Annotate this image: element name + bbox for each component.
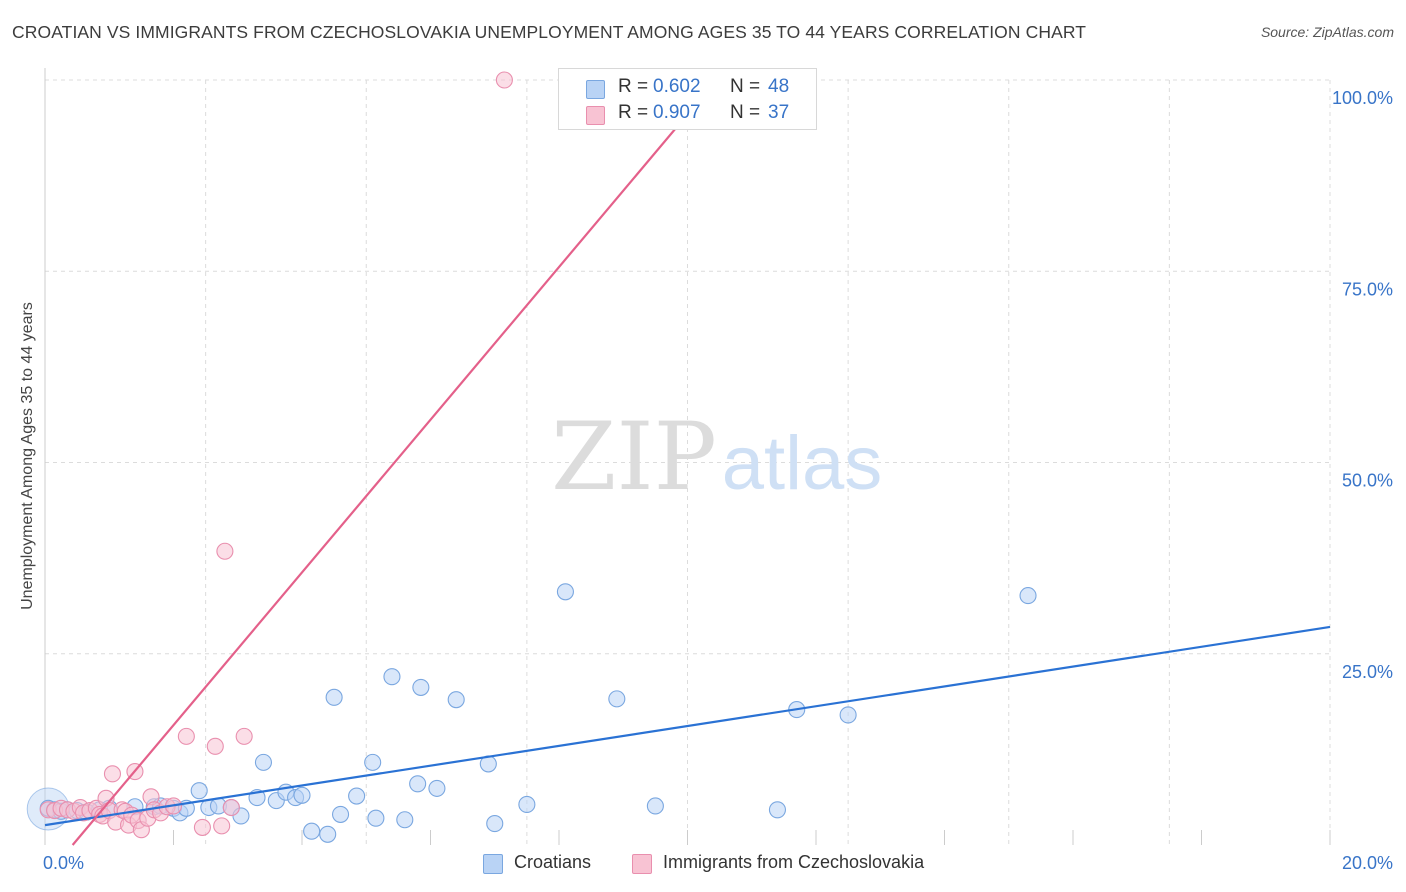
croatian-point (1019, 587, 1037, 605)
y-tick-label: 100.0% (1332, 88, 1393, 108)
croatian-point (383, 668, 401, 686)
czechoslovakia-trend-line (71, 79, 718, 846)
croatian-point (428, 779, 446, 797)
legend-swatch-pink (586, 106, 605, 125)
legend-swatch-blue (483, 854, 503, 874)
axis-layer: 25.0% 50.0% 75.0% 100.0% 0.0% 20.0% (43, 68, 1393, 873)
legend-r-value: 0.907 (653, 102, 701, 123)
x-tick-label: 0.0% (43, 853, 84, 873)
y-tick-label: 75.0% (1342, 279, 1393, 299)
croatian-point (839, 706, 857, 724)
legend-n-label: N = (730, 76, 761, 97)
source-note: Source: ZipAtlas.com (1260, 24, 1394, 40)
czechoslovakia-point (235, 727, 253, 745)
croatian-point (331, 805, 350, 823)
czechoslovakia-point (206, 737, 224, 755)
chart-title: CROATIAN VS IMMIGRANTS FROM CZECHOSLOVAK… (12, 22, 1087, 42)
czechoslovakia-point (103, 765, 122, 783)
czechoslovakia-point (213, 817, 231, 835)
czechoslovakia-point (222, 798, 240, 817)
x-tick-label: 20.0% (1342, 853, 1393, 873)
croatian-point (556, 583, 574, 601)
czechoslovakia-point (177, 727, 195, 745)
croatian-point (646, 797, 664, 815)
correlation-legend: R = 0.602 N = 48 R = 0.907 N = 37 (558, 68, 817, 130)
croatian-point (348, 787, 366, 805)
legend-r-value: 0.602 (653, 76, 701, 97)
legend-r-label: R = (618, 102, 649, 123)
legend-row-czechoslovakia: R = 0.907 N = 37 (559, 100, 816, 128)
croatian-point (486, 815, 504, 833)
legend-n-value: 48 (768, 76, 790, 97)
legend-r-label: R = (618, 76, 649, 97)
legend-label-czechoslovakia: Immigrants from Czechoslovakia (663, 852, 925, 872)
points-layer (26, 71, 1037, 843)
legend-swatch-pink (632, 854, 652, 874)
croatian-point (364, 753, 382, 771)
legend-swatch-blue (586, 80, 605, 99)
croatian-point (319, 825, 337, 843)
croatian-point (190, 782, 208, 800)
legend-n-value: 37 (768, 102, 790, 123)
croatian-point (293, 786, 311, 804)
czechoslovakia-point (216, 542, 234, 560)
croatian-point (412, 678, 430, 696)
watermark-atlas: atlas (722, 421, 883, 506)
legend-n-label: N = (730, 102, 761, 123)
croatian-point (447, 691, 465, 709)
y-tick-label: 25.0% (1342, 662, 1393, 682)
legend-label-croatians: Croatians (514, 852, 592, 872)
legend-row-croatians: R = 0.602 N = 48 (559, 74, 816, 102)
croatian-trend-line (44, 625, 1331, 827)
croatian-point (254, 753, 273, 771)
croatian-point (303, 822, 321, 840)
croatian-point (367, 809, 385, 827)
croatian-point (325, 688, 343, 706)
czechoslovakia-point (193, 818, 211, 836)
y-tick-label: 50.0% (1342, 471, 1393, 491)
croatian-point (396, 811, 414, 829)
czechoslovakia-point (495, 71, 513, 89)
trend-layer (44, 79, 1331, 846)
croatian-point (518, 795, 536, 814)
watermark-zip: ZIP (551, 403, 717, 512)
croatian-point (608, 690, 626, 708)
croatian-point (409, 775, 427, 793)
croatian-point (768, 801, 787, 819)
